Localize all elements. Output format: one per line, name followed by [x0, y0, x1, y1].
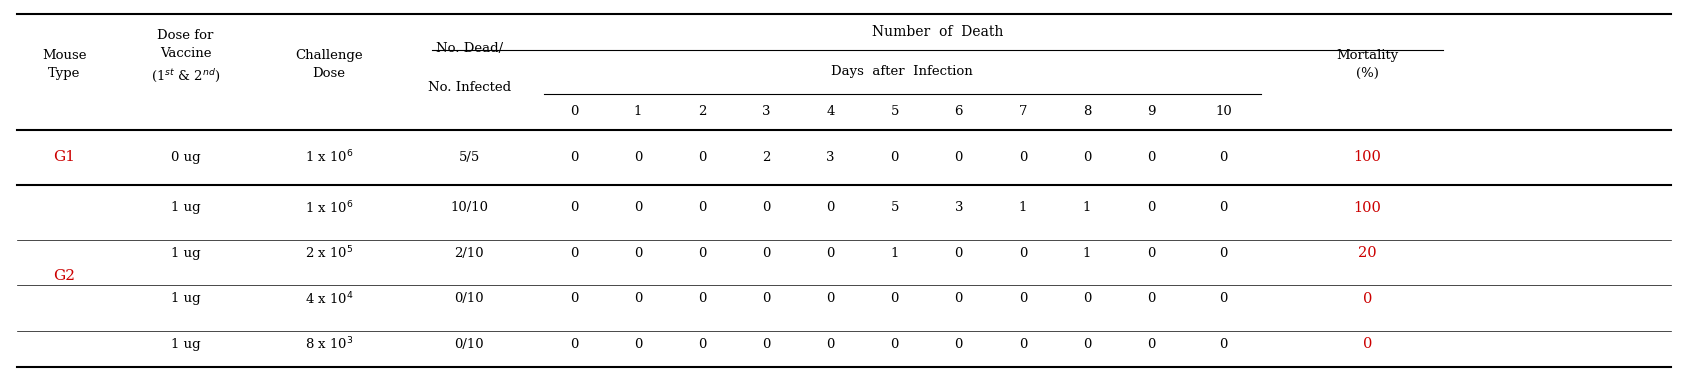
Text: 0 ug: 0 ug	[170, 151, 201, 164]
Text: 7: 7	[1018, 105, 1028, 118]
Text: 2: 2	[699, 105, 706, 118]
Text: Days  after  Infection: Days after Infection	[832, 65, 972, 78]
Text: 5: 5	[891, 201, 898, 214]
Text: No. Infected: No. Infected	[427, 81, 511, 93]
Text: 0: 0	[1084, 151, 1090, 164]
Text: 0: 0	[955, 292, 962, 305]
Text: 1 ug: 1 ug	[170, 338, 201, 351]
Text: 0: 0	[635, 201, 641, 214]
Text: 4: 4	[827, 105, 834, 118]
Text: 0: 0	[1220, 151, 1227, 164]
Text: Mortality
(%): Mortality (%)	[1337, 49, 1398, 80]
Text: 0: 0	[1020, 151, 1026, 164]
Text: 0: 0	[699, 201, 706, 214]
Text: 1 ug: 1 ug	[170, 247, 201, 260]
Text: 20: 20	[1357, 246, 1377, 260]
Text: 0: 0	[763, 247, 770, 260]
Text: 9: 9	[1146, 105, 1156, 118]
Text: 0: 0	[699, 292, 706, 305]
Text: 5: 5	[891, 105, 898, 118]
Text: 0: 0	[1220, 338, 1227, 351]
Text: 0: 0	[1084, 292, 1090, 305]
Text: 1: 1	[1084, 201, 1090, 214]
Text: 0: 0	[1220, 292, 1227, 305]
Text: 0: 0	[1148, 247, 1155, 260]
Text: 0: 0	[891, 338, 898, 351]
Text: 0: 0	[891, 292, 898, 305]
Text: 6: 6	[954, 105, 964, 118]
Text: 0: 0	[763, 338, 770, 351]
Text: 0: 0	[699, 151, 706, 164]
Text: 5/5: 5/5	[459, 151, 479, 164]
Text: 0: 0	[1148, 201, 1155, 214]
Text: 0: 0	[635, 247, 641, 260]
Text: 1: 1	[635, 105, 641, 118]
Text: 0: 0	[827, 338, 834, 351]
Text: 1: 1	[891, 247, 898, 260]
Text: 0/10: 0/10	[454, 292, 484, 305]
Text: 3: 3	[825, 151, 836, 164]
Text: 0: 0	[1148, 292, 1155, 305]
Text: No. Dead/: No. Dead/	[436, 43, 503, 55]
Text: 0: 0	[763, 292, 770, 305]
Text: 0: 0	[891, 151, 898, 164]
Text: 0: 0	[955, 338, 962, 351]
Text: 8 x 10$^{3}$: 8 x 10$^{3}$	[306, 336, 353, 352]
Text: 1 x 10$^{6}$: 1 x 10$^{6}$	[306, 200, 353, 216]
Text: 3: 3	[954, 201, 964, 214]
Text: 1: 1	[1084, 247, 1090, 260]
Text: 0: 0	[763, 201, 770, 214]
Text: 1 ug: 1 ug	[170, 292, 201, 305]
Text: G1: G1	[52, 151, 76, 164]
Text: 0: 0	[1020, 338, 1026, 351]
Text: 1: 1	[1020, 201, 1026, 214]
Text: 0: 0	[1362, 292, 1372, 306]
Text: 0: 0	[1020, 292, 1026, 305]
Text: 100: 100	[1354, 201, 1381, 215]
Text: 0: 0	[571, 201, 577, 214]
Text: 0: 0	[1148, 151, 1155, 164]
Text: 0: 0	[699, 338, 706, 351]
Text: 0: 0	[1148, 338, 1155, 351]
Text: 0: 0	[571, 247, 577, 260]
Text: Number  of  Death: Number of Death	[873, 25, 1003, 39]
Text: Challenge
Dose: Challenge Dose	[295, 49, 363, 80]
Text: 0: 0	[635, 292, 641, 305]
Text: 0: 0	[571, 338, 577, 351]
Text: 0: 0	[571, 151, 577, 164]
Text: 0: 0	[1220, 201, 1227, 214]
Text: 0: 0	[571, 292, 577, 305]
Text: 4 x 10$^{4}$: 4 x 10$^{4}$	[306, 290, 353, 307]
Text: 0: 0	[955, 247, 962, 260]
Text: G2: G2	[52, 269, 76, 283]
Text: 0: 0	[699, 247, 706, 260]
Text: 0: 0	[827, 247, 834, 260]
Text: 1 ug: 1 ug	[170, 201, 201, 214]
Text: 10/10: 10/10	[451, 201, 488, 214]
Text: 0: 0	[1020, 247, 1026, 260]
Text: 0: 0	[635, 338, 641, 351]
Text: 0: 0	[1220, 247, 1227, 260]
Text: 0: 0	[955, 151, 962, 164]
Text: 1 x 10$^{6}$: 1 x 10$^{6}$	[306, 149, 353, 166]
Text: 0: 0	[1362, 337, 1372, 351]
Text: 100: 100	[1354, 151, 1381, 164]
Text: 2: 2	[763, 151, 770, 164]
Text: 0: 0	[827, 292, 834, 305]
Text: 3: 3	[761, 105, 771, 118]
Text: 0: 0	[571, 105, 577, 118]
Text: 0: 0	[827, 201, 834, 214]
Text: 0: 0	[635, 151, 641, 164]
Text: 2/10: 2/10	[454, 247, 484, 260]
Text: 2 x 10$^{5}$: 2 x 10$^{5}$	[306, 245, 353, 262]
Text: 0: 0	[1084, 338, 1090, 351]
Text: 8: 8	[1084, 105, 1090, 118]
Text: 10: 10	[1215, 105, 1232, 118]
Text: Dose for
Vaccine
(1$^{st}$ & 2$^{nd}$): Dose for Vaccine (1$^{st}$ & 2$^{nd}$)	[150, 29, 221, 84]
Text: 0/10: 0/10	[454, 338, 484, 351]
Text: Mouse
Type: Mouse Type	[42, 49, 86, 80]
